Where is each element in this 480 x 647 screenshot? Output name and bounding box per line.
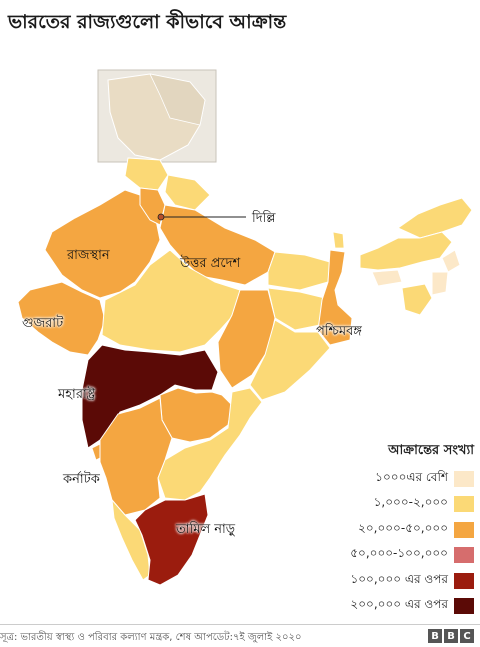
label-rajasthan: রাজস্থান <box>67 248 110 263</box>
legend-row: ২০০,০০০ এর ওপর <box>350 594 474 620</box>
legend-swatch <box>454 598 474 615</box>
footer-divider <box>0 624 480 625</box>
delhi-marker <box>157 213 165 221</box>
state-andhra[interactable] <box>157 387 263 501</box>
legend-swatch <box>454 470 474 487</box>
legend-row: ১,০০০-২,০০০ <box>350 492 474 518</box>
label-gujarat: গুজরাট <box>22 316 64 331</box>
label-west-bengal: পশ্চিমবঙ্গ <box>316 324 362 339</box>
state-arunachal[interactable] <box>396 197 473 239</box>
label-karnataka: কর্নাটক <box>63 472 100 487</box>
legend: ১০০০এর বেশি ১,০০০-২,০০০ ২০,০০০-৫০,০০০ ৫০… <box>350 466 474 619</box>
state-meghalaya[interactable] <box>371 269 403 287</box>
state-west-bengal[interactable] <box>317 249 353 346</box>
legend-swatch <box>454 496 474 513</box>
state-ladakh[interactable] <box>149 73 206 126</box>
state-odisha[interactable] <box>249 319 331 401</box>
label-delhi: দিল্লি <box>252 211 276 226</box>
legend-label: ৫০,০০০-১০০,০০০ <box>350 546 448 561</box>
source-note: সূত্র: ভারতীয় স্বাস্থ্য ও পরিবার কল্যাণ… <box>0 632 302 643</box>
bbc-logo-letter: C <box>460 629 474 643</box>
legend-label: ১,০০০-২,০০০ <box>373 495 448 510</box>
label-tamil-nadu: তামিল নাড়ু <box>176 522 236 537</box>
legend-swatch <box>454 521 474 538</box>
bbc-logo: B B C <box>428 629 474 643</box>
legend-row: ২০,০০০-৫০,০০০ <box>350 517 474 543</box>
state-chhattisgarh[interactable] <box>217 289 276 389</box>
state-tamil-nadu[interactable] <box>134 493 209 586</box>
state-himachal[interactable] <box>124 157 169 191</box>
legend-swatch <box>454 547 474 564</box>
state-bihar[interactable] <box>267 251 331 291</box>
state-kerala[interactable] <box>111 498 151 581</box>
legend-label: ২০,০০০-৫০,০০০ <box>358 520 448 535</box>
legend-label: ১০০০এর বেশি <box>375 469 448 484</box>
state-manipur[interactable] <box>431 271 449 296</box>
state-karnataka[interactable] <box>99 397 173 516</box>
legend-title: আক্রান্তের সংখ্যা <box>388 443 474 458</box>
map-title: ভারতের রাজ্যগুলো কীভাবে আক্রান্ত <box>8 11 287 33</box>
bbc-logo-letter: B <box>428 629 442 643</box>
legend-row: ৫০,০০০-১০০,০০০ <box>350 543 474 569</box>
india-map <box>17 69 473 586</box>
state-assam[interactable] <box>359 231 453 271</box>
legend-label: ২০০,০০০ এর ওপর <box>350 597 448 612</box>
state-tripura-mizoram[interactable] <box>401 283 433 316</box>
legend-label: ১০০,০০০ এর ওপর <box>350 571 448 586</box>
legend-swatch <box>454 572 474 589</box>
state-gujarat[interactable] <box>17 281 106 356</box>
legend-row: ১০০,০০০ এর ওপর <box>350 568 474 594</box>
label-uttar-pradesh: উত্তর প্রদেশ <box>180 256 241 271</box>
state-uttarakhand[interactable] <box>164 174 211 211</box>
state-sikkim[interactable] <box>332 231 345 249</box>
bbc-logo-letter: B <box>444 629 458 643</box>
legend-row: ১০০০এর বেশি <box>350 466 474 492</box>
state-maharashtra[interactable] <box>81 344 219 449</box>
state-nagaland[interactable] <box>441 249 461 273</box>
label-maharashtra: মহারাষ্ট্র <box>58 387 96 402</box>
state-uttar-pradesh[interactable] <box>159 204 276 286</box>
